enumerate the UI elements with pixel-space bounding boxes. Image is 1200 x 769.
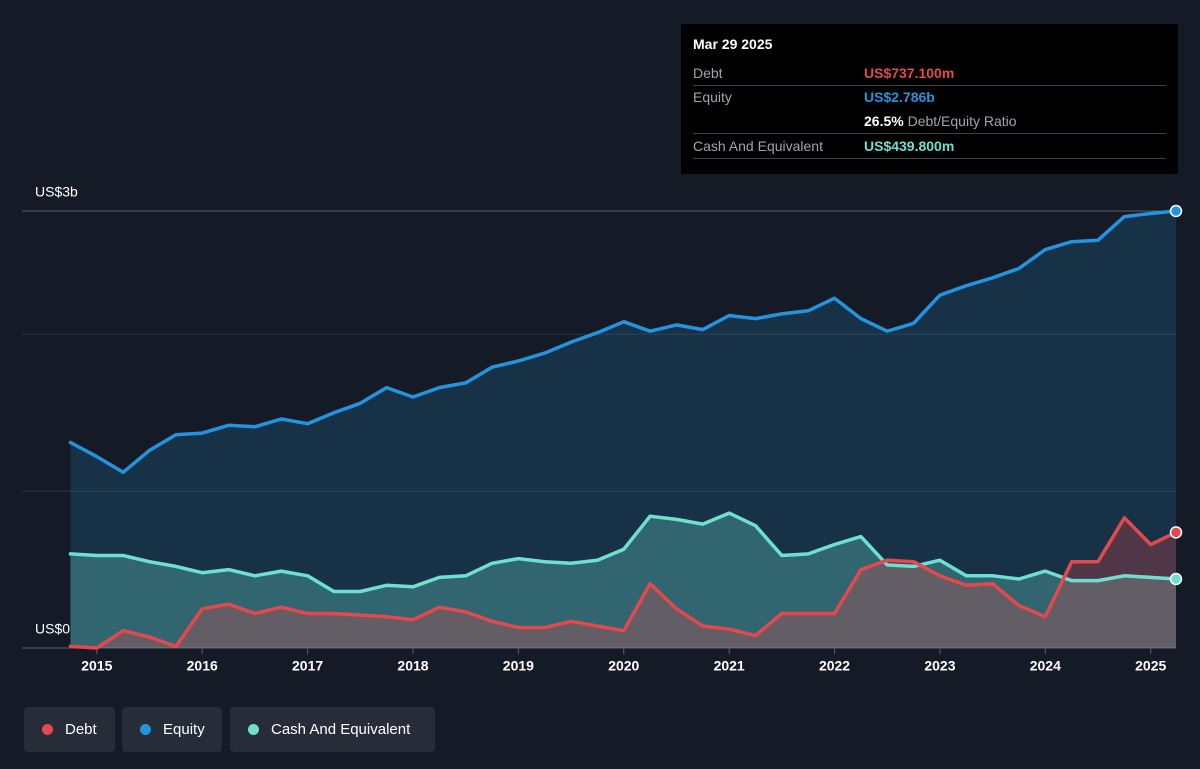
x-tick-label: 2021 <box>714 658 745 674</box>
y-tick-label: US$3b <box>35 184 78 200</box>
end-point <box>1169 526 1183 539</box>
x-tick-label: 2017 <box>292 658 323 674</box>
legend-label: Cash And Equivalent <box>271 721 411 738</box>
x-tick-label: 2025 <box>1135 658 1166 674</box>
tooltip-label: Debt <box>693 65 723 81</box>
legend-swatch <box>42 724 53 735</box>
end-point <box>1169 572 1183 586</box>
ratio-value: 26.5% <box>864 113 904 129</box>
legend-item[interactable]: Cash And Equivalent <box>230 707 435 752</box>
x-tick-label: 2023 <box>924 658 955 674</box>
y-tick-label: US$0 <box>35 621 70 637</box>
tooltip-row: Equity US$2.786b <box>693 85 1166 109</box>
x-tick-label: 2022 <box>819 658 850 674</box>
tooltip-value: US$2.786b <box>864 89 935 105</box>
legend-label: Equity <box>163 721 205 738</box>
tooltip-value: US$439.800m <box>864 138 955 154</box>
tooltip-label: Equity <box>693 89 732 105</box>
legend-swatch <box>248 724 259 735</box>
area-fill <box>70 211 1176 648</box>
tooltip-row: Cash And Equivalent US$439.800m <box>693 134 1166 159</box>
tooltip-value: US$737.100m <box>864 65 955 81</box>
tooltip-row: 26.5% Debt/Equity Ratio <box>693 109 1166 134</box>
x-tick-label: 2019 <box>503 658 534 674</box>
line <box>68 511 1178 594</box>
x-tick-label: 2018 <box>397 658 428 674</box>
tooltip-date: Mar 29 2025 <box>693 36 773 52</box>
tooltip-value: 26.5% Debt/Equity Ratio <box>864 109 1017 133</box>
end-point <box>1169 204 1183 218</box>
tooltip: Mar 29 2025 Debt US$737.100m Equity US$2… <box>681 24 1178 174</box>
line <box>68 209 1178 475</box>
ratio-label: Debt/Equity Ratio <box>907 113 1017 129</box>
tooltip-label: Cash And Equivalent <box>693 138 823 154</box>
legend-item[interactable]: Debt <box>24 707 115 752</box>
legend-swatch <box>140 724 151 735</box>
tooltip-row: Debt US$737.100m <box>693 61 1166 86</box>
legend-item[interactable]: Equity <box>122 707 222 752</box>
x-tick-label: 2015 <box>81 658 112 674</box>
legend-label: Debt <box>65 721 97 738</box>
line <box>68 516 1178 650</box>
x-tick-label: 2024 <box>1030 658 1061 674</box>
x-tick-label: 2016 <box>187 658 218 674</box>
x-tick-label: 2020 <box>608 658 639 674</box>
